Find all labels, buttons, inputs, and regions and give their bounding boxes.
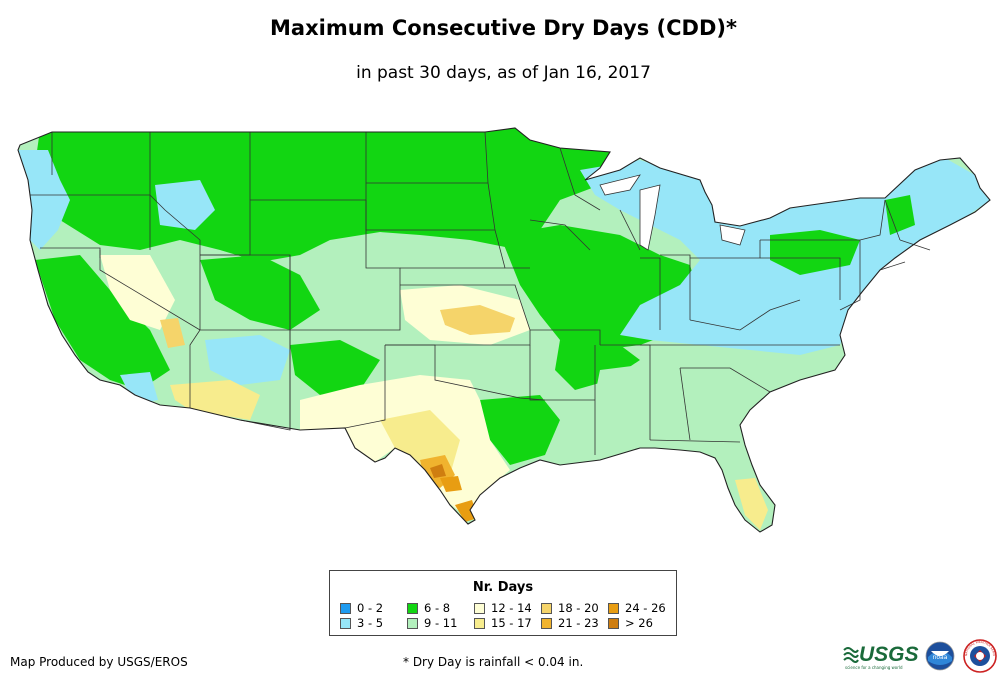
cdd-9-11-southeast — [590, 360, 800, 450]
legend-swatch — [474, 603, 485, 614]
legend-item: 18 - 20 — [541, 602, 599, 614]
legend-label: 9 - 11 — [424, 616, 458, 630]
legend-title: Nr. Days — [472, 580, 534, 595]
dry-day-footnote: * Dry Day is rainfall < 0.04 in. — [403, 655, 584, 669]
noaa-text: noaa — [933, 654, 948, 661]
usgs-tagline: science for a changing world — [845, 665, 903, 670]
legend-item: 0 - 2 — [340, 602, 383, 614]
cdd-6-8-maine — [885, 195, 915, 235]
legend-swatch — [541, 603, 552, 614]
noaa-logo-icon: noaa — [925, 641, 955, 671]
legend-label: 15 - 17 — [491, 616, 532, 630]
legend-swatch — [407, 618, 418, 629]
usgs-wave-icon — [843, 647, 859, 663]
legend-swatch — [608, 618, 619, 629]
legend-label: 18 - 20 — [558, 601, 599, 615]
legend-label: 3 - 5 — [357, 616, 384, 630]
country-outline — [17, 127, 991, 533]
legend-swatch — [340, 603, 351, 614]
map-credit: Map Produced by USGS/EROS — [10, 655, 188, 669]
legend-swatch — [340, 618, 351, 629]
cdd-24-26-tx2 — [440, 476, 462, 492]
cdd-6-8-westcoast — [35, 255, 170, 390]
usgs-wordmark: USGS — [859, 643, 919, 666]
legend-swatch — [541, 618, 552, 629]
legend-item: 6 - 8 — [407, 602, 450, 614]
cdd-15-17-fl — [735, 478, 768, 530]
legend-swatch — [608, 603, 619, 614]
cdd-over-26-tx — [430, 464, 446, 478]
legend-label: 6 - 8 — [424, 601, 451, 615]
cdd-24-26-tx — [455, 500, 478, 522]
cdd-18-20-kansas — [440, 305, 515, 335]
lake-huron — [719, 224, 746, 246]
legend-swatch — [407, 603, 418, 614]
cdd-3-5-scal — [120, 372, 158, 405]
legend-label: 21 - 23 — [558, 616, 599, 630]
legend-item: > 26 — [608, 617, 653, 629]
map-title: Maximum Consecutive Dry Days (CDD)* — [270, 16, 737, 40]
lake-superior — [599, 174, 641, 196]
legend-item: 24 - 26 — [608, 602, 666, 614]
state-borders — [30, 131, 931, 455]
cdd-3-5-idaho — [155, 180, 215, 230]
cdd-6-8-north — [30, 128, 625, 262]
usgs-logo: USGS science for a changing world — [843, 643, 919, 670]
map-subtitle: in past 30 days, as of Jan 16, 2017 — [356, 63, 651, 83]
cdd-3-5-4corners — [205, 335, 290, 385]
legend-label: 24 - 26 — [625, 601, 666, 615]
cdd-6-8-texas — [480, 395, 560, 465]
cdd-6-8-sw — [290, 340, 380, 395]
cdd-6-8-ne — [770, 230, 860, 275]
legend-item: 9 - 11 — [407, 617, 457, 629]
cdd-18-20-az — [160, 318, 185, 348]
legend-label: 0 - 2 — [357, 601, 384, 615]
legend-label: > 26 — [625, 616, 653, 630]
cdd-6-8-south — [555, 340, 640, 390]
legend-item: 3 - 5 — [340, 617, 383, 629]
legend-item: 12 - 14 — [474, 602, 532, 614]
nws-logo-icon: NATIONAL WEATHER SERVICE — [963, 639, 997, 673]
legend-label: 12 - 14 — [491, 601, 532, 615]
legend-item: 21 - 23 — [541, 617, 599, 629]
legend-swatch — [474, 618, 485, 629]
legend-item: 15 - 17 — [474, 617, 532, 629]
lake-michigan — [639, 184, 661, 251]
